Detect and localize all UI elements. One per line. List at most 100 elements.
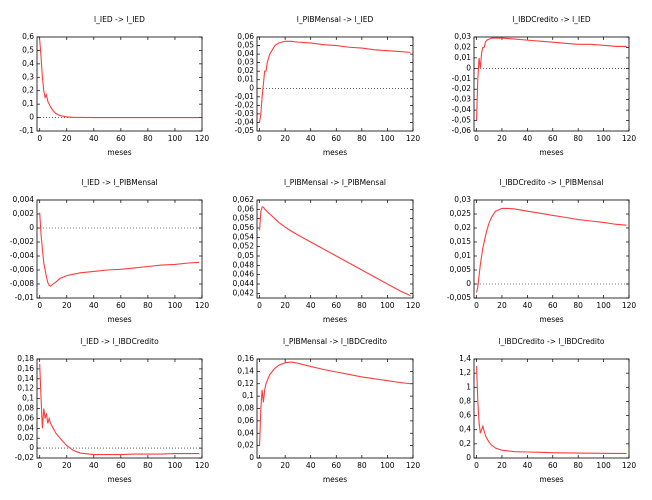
- x-tick-label: 60: [116, 134, 126, 143]
- x-axis-label: meses: [539, 475, 563, 484]
- x-tick-label: 120: [622, 301, 637, 310]
- chart-title: l_PIBMensal -> l_IED: [297, 15, 374, 24]
- x-tick-label: 100: [380, 461, 395, 470]
- y-tick-label: -0,1: [19, 126, 34, 135]
- x-tick-label: 80: [143, 134, 153, 143]
- x-tick-label: 100: [380, 134, 395, 143]
- y-tick-label: 0,058: [233, 214, 255, 223]
- y-tick-label: 1: [466, 382, 471, 391]
- y-tick-label: 0,14: [17, 374, 34, 383]
- response-line: [476, 207, 627, 293]
- chart-title: l_IED -> l_IBDCredito: [80, 337, 159, 346]
- x-tick-label: 20: [280, 301, 290, 310]
- x-tick-label: 60: [548, 134, 558, 143]
- plot-frame: [36, 358, 203, 459]
- response-line: [39, 39, 200, 119]
- y-tick-label: -0,02: [235, 100, 255, 109]
- x-tick-label: 120: [406, 301, 421, 310]
- plot-frame: [36, 36, 203, 132]
- y-tick-label: -0,004: [10, 251, 34, 260]
- x-tick-label: 40: [306, 134, 316, 143]
- y-tick-label: -0,05: [235, 126, 255, 135]
- plot-frame: [473, 36, 630, 132]
- x-tick-label: 80: [573, 301, 583, 310]
- x-tick-label: 40: [89, 134, 99, 143]
- x-tick-label: 40: [523, 134, 533, 143]
- plot-frame: [256, 36, 414, 132]
- x-tick-label: 60: [116, 461, 126, 470]
- chart-title: l_IED -> l_PIBMensal: [81, 178, 157, 187]
- x-tick-label: 0: [257, 134, 262, 143]
- plot-frame: [256, 358, 414, 459]
- y-tick-label: 0: [466, 63, 471, 72]
- y-tick-label: -0,03: [452, 95, 472, 104]
- y-tick-label: 0,16: [237, 354, 254, 363]
- y-tick-label: 0,044: [233, 279, 255, 288]
- x-tick-label: 40: [523, 301, 533, 310]
- y-tick-label: -0,002: [10, 237, 34, 246]
- x-axis-label: meses: [323, 315, 347, 324]
- y-tick-label: 0,08: [17, 404, 34, 413]
- y-tick-label: 0,06: [237, 32, 254, 41]
- y-tick-label: 1,4: [459, 354, 471, 363]
- x-tick-label: 60: [332, 134, 342, 143]
- x-axis-label: meses: [323, 475, 347, 484]
- y-tick-label: 0,01: [237, 75, 254, 84]
- plot-frame: [256, 199, 414, 299]
- y-tick-label: 0,8: [459, 396, 471, 405]
- x-tick-label: 60: [548, 461, 558, 470]
- x-tick-label: 0: [37, 461, 42, 470]
- chart-title: l_PIBMensal -> l_PIBMensal: [284, 178, 386, 187]
- y-tick-label: 0,2: [22, 86, 34, 95]
- response-line: [259, 206, 411, 297]
- y-tick-label: 0: [29, 113, 34, 122]
- x-axis-label: meses: [107, 315, 131, 324]
- x-tick-label: 120: [195, 461, 210, 470]
- y-tick-label: -0,06: [452, 126, 472, 135]
- y-tick-label: 0,6: [22, 32, 34, 41]
- y-tick-label: 0,12: [237, 379, 254, 388]
- y-tick-label: 0,005: [450, 265, 472, 274]
- x-tick-label: 20: [497, 134, 507, 143]
- response-line: [39, 212, 200, 287]
- chart-title: l_IBDCredito -> l_IED: [512, 15, 591, 24]
- y-tick-label: 0,2: [459, 439, 471, 448]
- x-tick-label: 120: [195, 301, 210, 310]
- y-tick-label: 0,01: [454, 251, 471, 260]
- y-tick-label: 0,05: [237, 251, 254, 260]
- x-tick-label: 60: [332, 301, 342, 310]
- y-tick-label: 0,06: [17, 413, 34, 422]
- y-tick-label: 0,056: [233, 223, 255, 232]
- y-tick-label: -0,01: [235, 92, 255, 101]
- x-axis-label: meses: [323, 148, 347, 157]
- y-tick-label: 0,054: [233, 232, 255, 241]
- x-tick-label: 100: [380, 301, 395, 310]
- x-tick-label: 100: [596, 461, 611, 470]
- x-tick-label: 120: [406, 134, 421, 143]
- y-tick-label: 0,01: [454, 53, 471, 62]
- x-tick-label: 80: [357, 301, 367, 310]
- y-tick-label: 0,05: [237, 41, 254, 50]
- y-tick-label: 0,5: [22, 45, 34, 54]
- y-tick-label: -0,02: [15, 453, 35, 462]
- x-axis-label: meses: [107, 475, 131, 484]
- x-tick-label: 100: [168, 134, 183, 143]
- y-tick-label: -0,008: [10, 279, 34, 288]
- y-tick-label: 0: [466, 453, 471, 462]
- plot-frame: [473, 358, 630, 459]
- y-tick-label: 0,02: [454, 42, 471, 51]
- response-line: [475, 37, 627, 121]
- y-tick-label: -0,01: [452, 74, 472, 83]
- x-tick-label: 0: [257, 461, 262, 470]
- plot-frame: [473, 199, 630, 299]
- y-tick-label: 0,04: [17, 423, 34, 432]
- x-tick-label: 120: [622, 461, 637, 470]
- y-tick-label: 0,025: [450, 209, 472, 218]
- y-tick-label: 0,02: [237, 441, 254, 450]
- x-tick-label: 40: [523, 461, 533, 470]
- y-tick-label: 0,6: [459, 411, 471, 420]
- y-tick-label: 0,02: [17, 433, 34, 442]
- x-axis-label: meses: [107, 148, 131, 157]
- y-tick-label: 0: [249, 83, 254, 92]
